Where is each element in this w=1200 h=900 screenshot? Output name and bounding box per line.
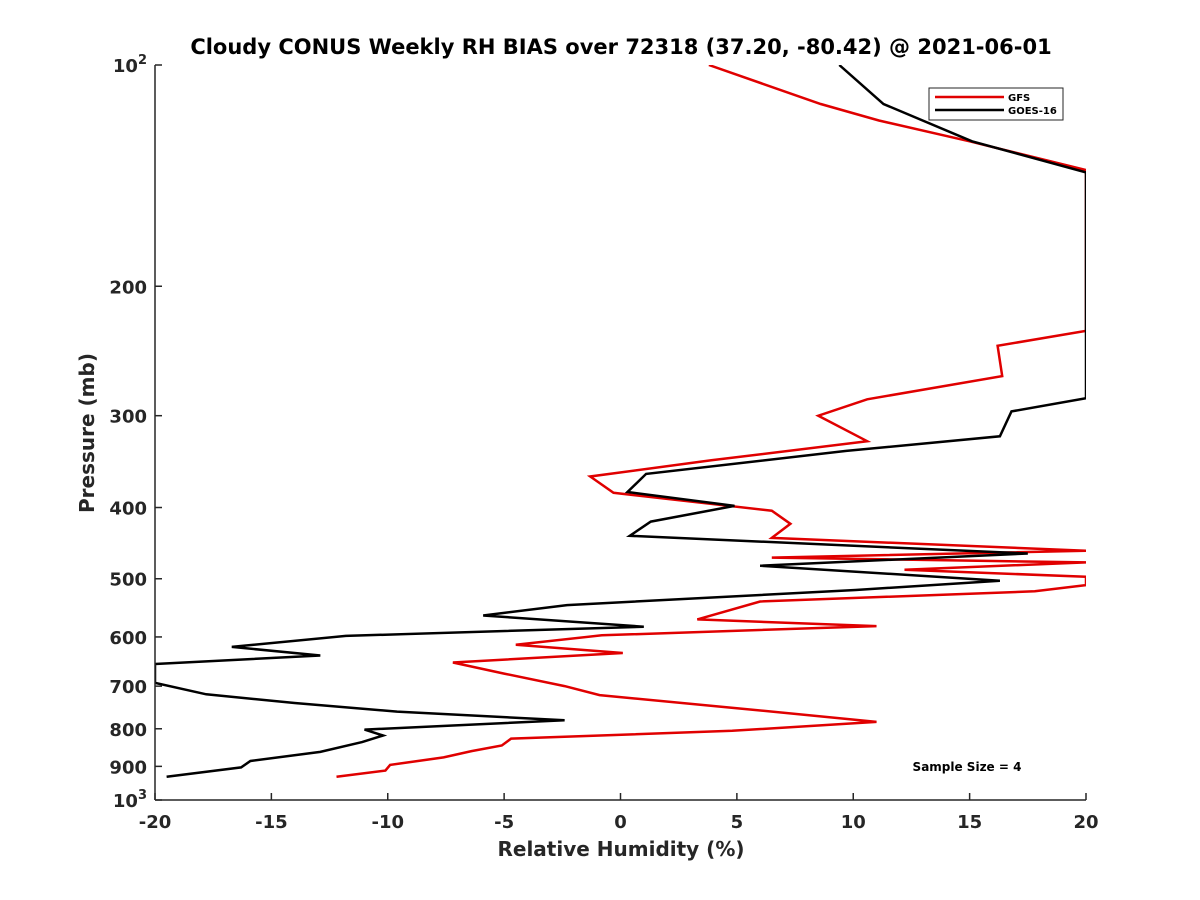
- legend-label-goes16: GOES-16: [1008, 106, 1057, 117]
- x-tick-label: 15: [957, 812, 982, 833]
- y-tick-label: 800: [109, 720, 147, 741]
- y-tick-label: 200: [109, 277, 147, 298]
- y-tick-label: 400: [109, 499, 147, 520]
- y-tick-label-base: 400: [109, 499, 147, 520]
- y-tick-label: 300: [109, 407, 147, 428]
- y-tick-label: 103: [113, 788, 147, 812]
- series-line-gfs: [336, 65, 1086, 779]
- y-tick-label: 900: [109, 757, 147, 778]
- y-tick-label-base: 500: [109, 570, 147, 591]
- x-tick-label: -15: [255, 812, 288, 833]
- y-tick-label-base: 600: [109, 628, 147, 649]
- y-tick-label: 600: [109, 628, 147, 649]
- x-tick-label: -10: [371, 812, 404, 833]
- y-tick-label-exponent: 2: [138, 53, 147, 68]
- y-tick-label-base: 300: [109, 407, 147, 428]
- x-axis-ticks: -20 -15 -10 -5 0 5 10 15 20: [139, 793, 1099, 833]
- y-tick-label-base: 900: [109, 757, 147, 778]
- y-tick-label-base: 200: [109, 277, 147, 298]
- x-tick-label: 10: [841, 812, 866, 833]
- x-tick-label: 5: [731, 812, 744, 833]
- chart-title: Cloudy CONUS Weekly RH BIAS over 72318 (…: [190, 35, 1051, 59]
- x-tick-label: -5: [494, 812, 514, 833]
- legend-label-gfs: GFS: [1008, 93, 1030, 104]
- y-tick-label-base: 10: [113, 791, 138, 812]
- legend-box: [928, 87, 1064, 121]
- series-line-goes16: [155, 65, 1086, 779]
- sample-size-annotation: Sample Size = 4: [913, 760, 1022, 774]
- x-tick-label: 20: [1073, 812, 1098, 833]
- x-tick-label: -20: [139, 812, 172, 833]
- x-axis-label: Relative Humidity (%): [497, 837, 744, 861]
- series-group: [155, 65, 1086, 779]
- y-tick-label-base: 700: [109, 677, 147, 698]
- legend: GFS GOES-16: [928, 87, 1064, 121]
- y-tick-label: 700: [109, 677, 147, 698]
- y-tick-label: 102: [113, 53, 147, 77]
- x-tick-label: 0: [614, 812, 627, 833]
- y-tick-label-exponent: 3: [138, 788, 147, 803]
- y-tick-label-base: 800: [109, 720, 147, 741]
- y-tick-label: 500: [109, 570, 147, 591]
- y-axis-label: Pressure (mb): [75, 353, 99, 513]
- y-tick-label-base: 10: [113, 56, 138, 77]
